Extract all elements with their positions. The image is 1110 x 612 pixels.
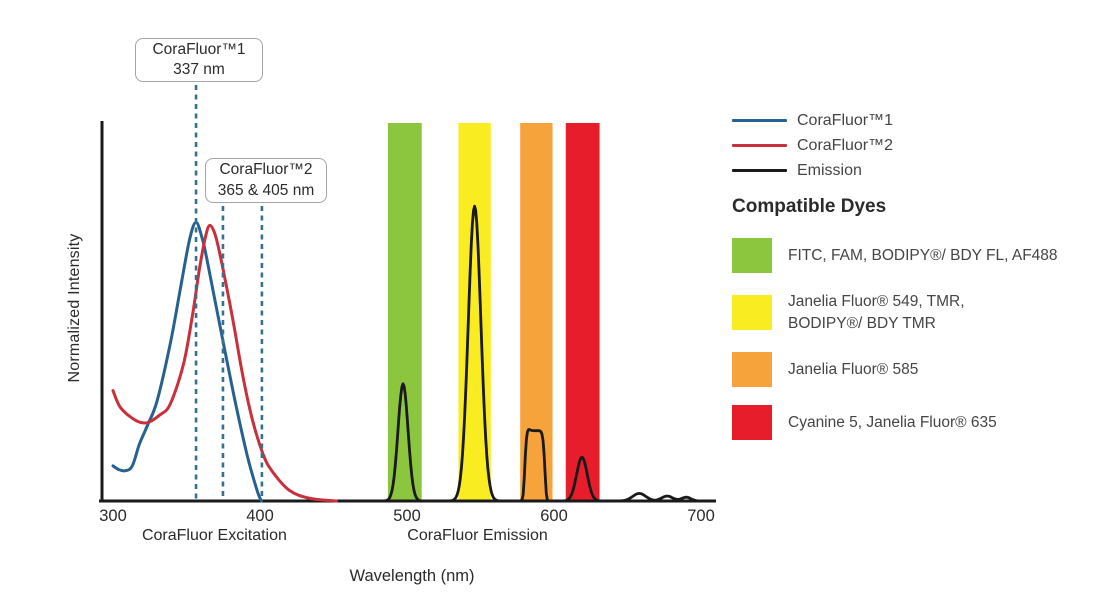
dye-label-line: BODIPY®/ BDY TMR [788,314,936,332]
dye-color-swatch [732,295,772,331]
dye-color-swatch [732,352,772,388]
legend-item-label: CoraFluor™2 [797,136,894,154]
annotation-box: CoraFluor™1 337 nm [135,38,263,82]
dye-color-swatch [732,238,772,273]
x-tick-label: 300 [99,507,127,525]
dye-item: Cyanine 5, Janelia Fluor® 635 [732,405,1058,441]
x-tick-label: 700 [687,507,715,525]
annotation-title: CoraFluor™2 [219,161,313,179]
legend-item-label: CoraFluor™1 [797,111,894,129]
dye-label-line: FITC, FAM, BODIPY®/ BDY FL, AF488 [788,246,1058,264]
compatible-dyes-list: FITC, FAM, BODIPY®/ BDY FL, AF488 Janelia… [732,238,1058,458]
emission-band-green [387,123,422,502]
annotation-value: 365 & 405 nm [217,181,315,199]
dye-label-line: Cyanine 5, Janelia Fluor® 635 [788,414,997,432]
axis-section-label: CoraFluor Emission [407,527,548,544]
dye-label: Janelia Fluor® 549, TMR, BODIPY®/ BDY TMR [788,291,965,334]
dye-item: Janelia Fluor® 585 [732,352,1058,388]
excitation-curve-red [111,223,338,503]
dye-label: Janelia Fluor® 585 [788,359,918,381]
y-axis-title: Normalized Intensity [66,233,83,383]
dye-label-line: Janelia Fluor® 585 [788,361,919,379]
dye-color-swatch [732,405,772,441]
emission-curve [377,204,716,503]
annotation-value: 337 nm [173,61,225,78]
dye-label: Cyanine 5, Janelia Fluor® 635 [788,412,997,434]
series-legend: CoraFluor™1 CoraFluor™2 Emission [732,108,893,183]
dye-label-line: Janelia Fluor® 549, TMR, [788,293,965,310]
legend-line-swatch [732,144,787,147]
dye-item: Janelia Fluor® 549, TMR, BODIPY®/ BDY TMR [732,291,1058,334]
annotation-title: CoraFluor™1 [152,40,246,58]
x-tick-label: 500 [393,507,421,525]
legend-line-swatch [732,169,787,172]
x-axis-title: Wavelength (nm) [349,567,475,585]
legend-item: CoraFluor™2 [732,133,893,158]
excitation-curve-blue [111,220,263,503]
legend-line-swatch [732,119,787,122]
axis-section-label: CoraFluor Excitation [141,527,287,544]
dye-label: FITC, FAM, BODIPY®/ BDY FL, AF488 [788,245,1058,267]
x-tick-label: 600 [540,507,568,525]
legend-item-label: Emission [797,161,862,179]
x-tick-label: 400 [246,507,274,525]
emission-band-red [565,123,600,502]
dye-item: FITC, FAM, BODIPY®/ BDY FL, AF488 [732,238,1058,273]
legend-item: Emission [732,158,893,183]
annotation-box: CoraFluor™2 365 & 405 nm [205,158,327,203]
legend-item: CoraFluor™1 [732,108,893,133]
compatible-dyes-heading: Compatible Dyes [732,196,887,217]
